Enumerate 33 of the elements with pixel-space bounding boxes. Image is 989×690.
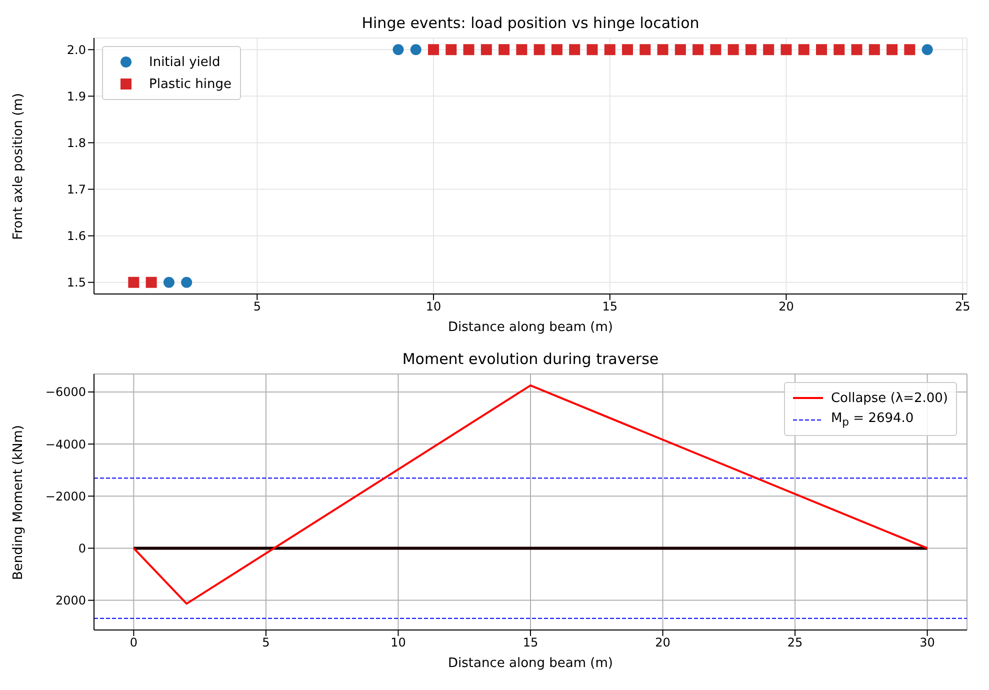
y-tick-label: 1.5 <box>66 276 86 290</box>
x-tick-label: 5 <box>262 636 270 650</box>
x-tick-label: 5 <box>253 300 261 314</box>
x-tick-label: 20 <box>655 636 670 650</box>
x-tick-label: 15 <box>602 300 618 314</box>
y-tick-label: 1.7 <box>66 182 86 197</box>
y-tick-label: 2.0 <box>66 42 86 57</box>
legend-label: M$_{p}$ = 2694.0 <box>830 411 914 429</box>
x-axis-title: Distance along beam (m) <box>447 320 614 335</box>
y-tick-label: −6000 <box>45 385 86 400</box>
legend-label: Initial yield <box>149 54 220 70</box>
legend-label: Collapse (λ=2.00) <box>830 390 948 406</box>
x-tick-label: 0 <box>130 636 138 650</box>
x-tick-label: 25 <box>954 300 970 314</box>
x-tick-label: 30 <box>920 636 935 650</box>
legend-label: Plastic hinge <box>149 76 232 92</box>
y-tick-label: 1.6 <box>66 229 86 244</box>
x-tick-label: 10 <box>426 300 442 314</box>
x-tick-label: 20 <box>778 300 794 314</box>
x-tick-label: 25 <box>787 636 803 650</box>
chart-title: Hinge events: load position vs hinge location <box>360 14 700 32</box>
y-axis-title: Bending Moment (kNm) <box>10 424 26 580</box>
x-tick-label: 10 <box>390 636 406 650</box>
y-tick-label: 0 <box>78 541 86 556</box>
y-tick-label: 1.9 <box>66 89 86 104</box>
y-axis-title: Front axle position (m) <box>10 92 26 240</box>
y-tick-label: 2000 <box>55 594 86 608</box>
chart-title: Moment evolution during traverse <box>401 350 660 368</box>
y-tick-label: 1.8 <box>66 136 86 150</box>
x-axis-title: Distance along beam (m) <box>447 656 614 671</box>
y-tick-label: −2000 <box>45 489 86 504</box>
y-tick-label: −4000 <box>45 437 86 452</box>
x-tick-label: 15 <box>522 636 538 650</box>
